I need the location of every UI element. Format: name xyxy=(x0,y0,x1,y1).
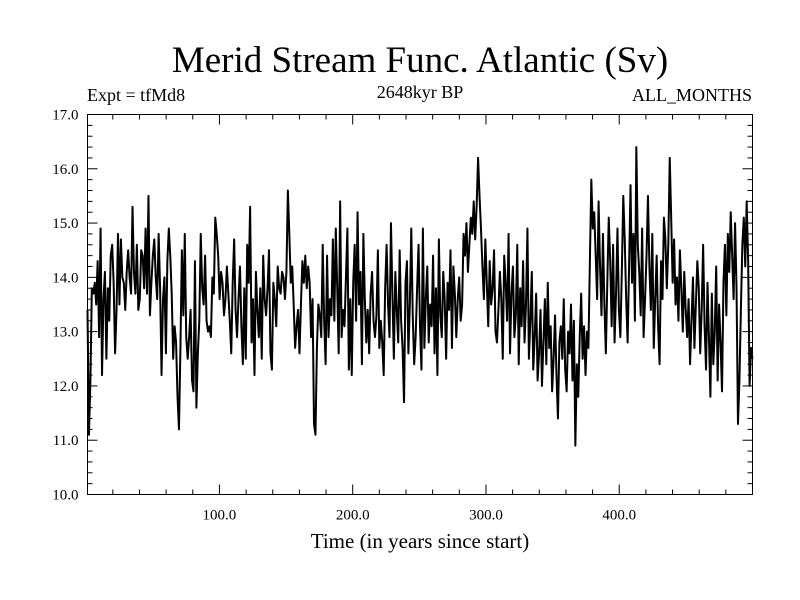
y-tick-label: 12.0 xyxy=(52,379,78,395)
period-label: 2648kyr BP xyxy=(377,82,464,102)
months-label: ALL_MONTHS xyxy=(632,85,752,105)
y-tick-label: 13.0 xyxy=(52,325,78,341)
y-tick-label: 11.0 xyxy=(53,433,79,449)
series-line xyxy=(86,146,754,447)
plot-frame xyxy=(87,114,753,495)
x-tick-labels: 100.0 200.0 300.0 400.0 xyxy=(203,508,637,524)
x-tick-label: 300.0 xyxy=(469,508,503,524)
x-axis-label: Time (in years since start) xyxy=(311,529,530,553)
y-tick-labels: 10.0 11.0 12.0 13.0 14.0 15.0 16.0 17.0 xyxy=(52,108,78,504)
x-tick-label: 400.0 xyxy=(602,508,636,524)
x-tick-label: 100.0 xyxy=(203,508,237,524)
y-tick-label: 17.0 xyxy=(52,108,78,124)
y-tick-label: 14.0 xyxy=(52,270,78,286)
experiment-label: Expt = tfMd8 xyxy=(87,85,185,105)
x-tick-label: 200.0 xyxy=(336,508,370,524)
y-tick-label: 10.0 xyxy=(52,488,78,504)
chart-title: Merid Stream Func. Atlantic (Sv) xyxy=(172,40,668,81)
y-tick-label: 16.0 xyxy=(52,162,78,178)
y-tick-label: 15.0 xyxy=(52,216,78,232)
